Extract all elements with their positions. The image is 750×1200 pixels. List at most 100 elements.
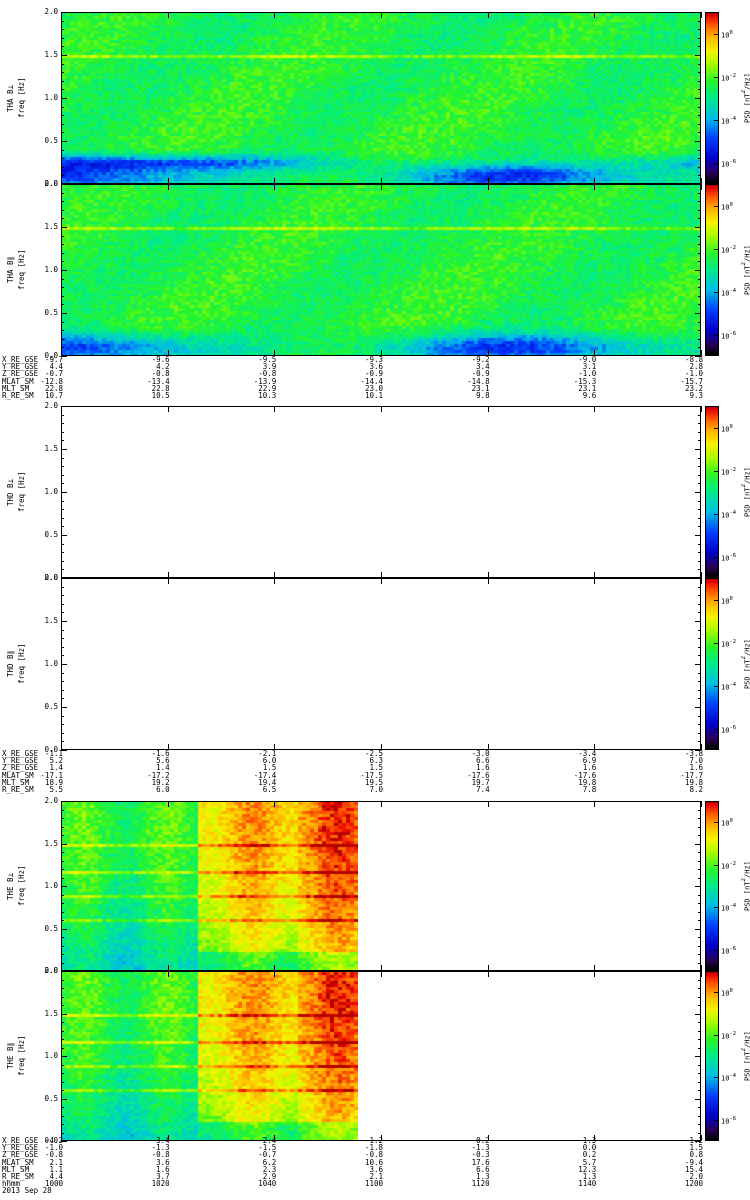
y-minor-tick	[61, 595, 64, 596]
y-tick-mark	[695, 270, 701, 271]
annotation-value: -9.4	[684, 1157, 703, 1167]
y-minor-tick	[61, 544, 64, 545]
annotation-value: 1.4	[156, 763, 170, 773]
x-tick-mark	[168, 406, 169, 412]
annotation-row-label-mlt_sm: MLT_SM	[2, 383, 30, 393]
y-minor-tick	[698, 681, 701, 682]
y-minor-tick	[61, 21, 64, 22]
y-tick-mark	[695, 971, 701, 972]
annotation-value: -17.5	[360, 770, 383, 780]
y-minor-tick	[61, 201, 64, 202]
y-minor-tick	[61, 287, 64, 288]
x-tick-mark	[168, 801, 169, 807]
x-tick-mark	[274, 184, 275, 190]
colorbar-the-perp	[705, 801, 719, 971]
annotation-value: 6.5	[262, 785, 277, 794]
colorbar-tick-mark	[714, 163, 718, 164]
x-tick-mark	[488, 178, 489, 184]
spectrogram-image-the-perp	[62, 802, 358, 970]
y-minor-tick	[61, 980, 64, 981]
annotation-value: 2.9	[262, 1172, 277, 1181]
y-minor-tick	[61, 655, 64, 656]
annotation-value: -1.0	[684, 369, 703, 379]
y-tick-mark	[695, 1141, 701, 1142]
y-minor-tick	[61, 509, 64, 510]
x-tick-mark	[168, 744, 169, 750]
colorbar-tick-mark	[714, 1035, 718, 1036]
annotation-value: 19.4	[258, 777, 277, 787]
y-minor-tick	[61, 963, 64, 964]
annotation-value: 4.4	[49, 1172, 63, 1181]
y-minor-tick	[698, 89, 701, 90]
y-minor-tick	[698, 253, 701, 254]
annotation-value: -3.0	[471, 749, 490, 758]
y-minor-tick	[698, 946, 701, 947]
colorbar-gradient	[706, 13, 718, 183]
y-tick-label: 1.0	[44, 659, 58, 668]
y-minor-tick	[61, 1039, 64, 1040]
annotation-value: -13.9	[253, 376, 277, 386]
x-tick-mark	[274, 744, 275, 750]
y-minor-tick	[698, 852, 701, 853]
y-tick-mark	[695, 492, 701, 493]
y-minor-tick	[61, 64, 64, 65]
y-minor-tick	[61, 501, 64, 502]
y-minor-tick	[698, 587, 701, 588]
y-minor-tick	[698, 1048, 701, 1049]
y-minor-tick	[61, 236, 64, 237]
colorbar-tick-label: 10-4	[721, 116, 737, 126]
annotation-value: 10.6	[364, 1157, 383, 1167]
colorbar-tick-mark	[714, 557, 718, 558]
annotation-value: -9.6	[151, 355, 170, 364]
annotation-value: -15.7	[680, 376, 703, 386]
y-tick-mark	[61, 621, 67, 622]
colorbar-tick-mark	[714, 950, 718, 951]
colorbar-tick-mark	[714, 865, 718, 866]
x-tick-mark	[701, 1135, 702, 1141]
annotation-value: 15.4	[684, 1164, 703, 1174]
y-axis-label-thd-perp: THD B⊥	[6, 478, 15, 506]
y-axis-unit-tha-par: freq [Hz]	[17, 249, 26, 291]
y-tick-label: 1.5	[44, 616, 58, 625]
y-tick-mark	[61, 801, 67, 802]
x-tick-mark	[488, 971, 489, 977]
y-tick-label: 1.0	[44, 93, 58, 102]
y-minor-tick	[61, 630, 64, 631]
annotation-value: 0.2	[476, 1136, 490, 1145]
annotation-value: 7.8	[582, 785, 597, 794]
colorbar-axis-label-thd-perp: PSD [nT2/Hz]	[741, 467, 750, 517]
annotation-row-label-x_re_gse: X_RE_GSE	[2, 1136, 39, 1145]
colorbar-tick-label: 100	[721, 424, 733, 434]
annotation-value: 0.0	[582, 1143, 597, 1153]
y-minor-tick	[61, 733, 64, 734]
y-tick-mark	[61, 184, 67, 185]
annotation-value: 1.6	[689, 763, 703, 773]
y-minor-tick	[61, 322, 64, 323]
annotation-value: 1.1	[49, 1164, 63, 1174]
colorbar-tick-label: 10-2	[721, 1031, 737, 1041]
annotation-value: 1.5	[689, 1143, 703, 1153]
y-minor-tick	[61, 347, 64, 348]
annotation-value: -8.8	[684, 355, 703, 364]
y-axis-unit-tha-perp: freq [Hz]	[17, 77, 26, 119]
colorbar-thd-perp	[705, 406, 719, 578]
y-minor-tick	[698, 458, 701, 459]
annotation-value: -1.6	[151, 749, 170, 758]
colorbar-tick-mark	[714, 600, 718, 601]
y-tick-mark	[61, 12, 67, 13]
x-tick-mark	[594, 178, 595, 184]
y-axis-unit-the-perp: freq [Hz]	[17, 865, 26, 907]
annotation-value: 23.2	[684, 383, 703, 393]
x-tick-mark	[274, 350, 275, 356]
colorbar-tick-label: 10-6	[721, 553, 737, 563]
colorbar-tick-label: 100	[721, 988, 733, 998]
y-minor-tick	[698, 132, 701, 133]
annotation-value: 7.0	[689, 756, 703, 766]
y-minor-tick	[61, 638, 64, 639]
y-minor-tick	[698, 1107, 701, 1108]
colorbar-thd-par	[705, 578, 719, 750]
y-minor-tick	[698, 347, 701, 348]
y-tick-mark	[695, 707, 701, 708]
annotation-value: 9.6	[582, 391, 597, 400]
annotation-value: 10.1	[364, 391, 383, 400]
